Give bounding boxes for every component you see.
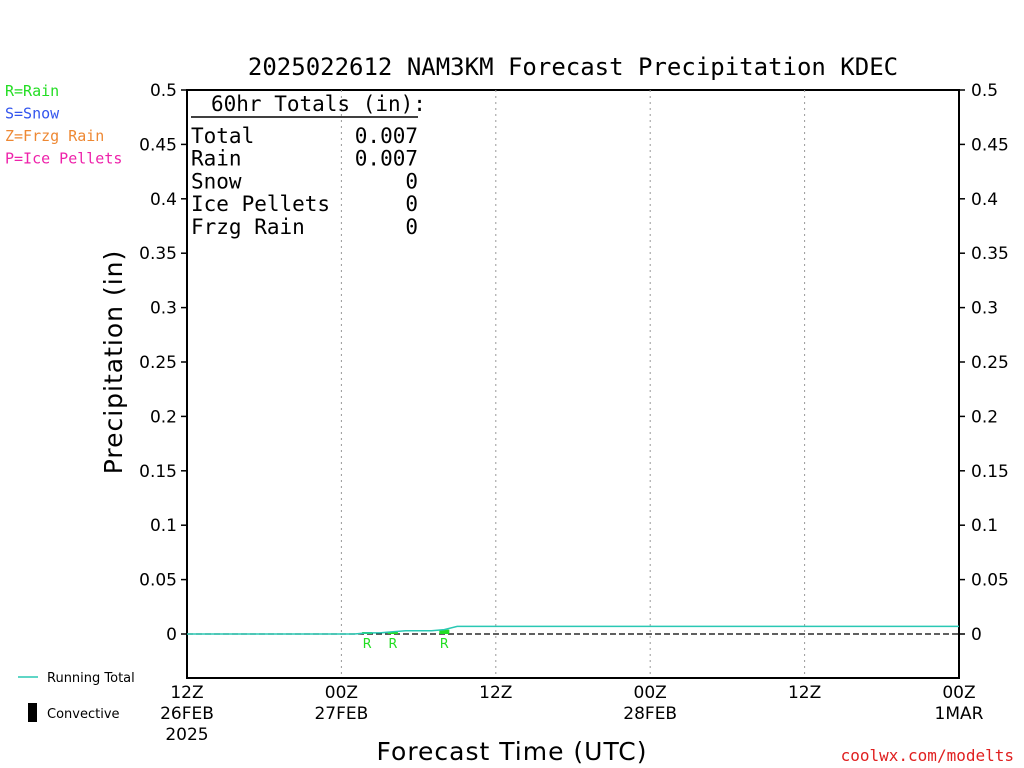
precip-bar <box>387 632 398 634</box>
totals-row-label: Frzg Rain <box>191 215 305 239</box>
y-tick-label-right: 0 <box>971 625 982 645</box>
totals-row-label: Total <box>191 124 254 148</box>
totals-box: 60hr Totals (in): Total 0.007 Rain 0.007 Sno… <box>191 92 426 239</box>
chart-title: 2025022612 NAM3KM Forecast Precipitation… <box>248 53 898 81</box>
totals-row-value: 0 <box>405 169 418 193</box>
x-tick-label-time: 12Z <box>788 683 821 703</box>
y-tick-label-right: 0.15 <box>971 462 1009 482</box>
totals-row-label: Snow <box>191 169 242 193</box>
totals-rows: Total 0.007 Rain 0.007 Snow 0 Ice Pellets 0 Frzg… <box>191 124 418 239</box>
y-tick-label-left: 0.45 <box>139 135 177 155</box>
y-tick-label-right: 0.4 <box>971 190 998 210</box>
ptype-legend-item: S=Snow <box>5 105 60 123</box>
y-tick-label-left: 0.5 <box>150 81 177 101</box>
y-tick-label-right: 0.05 <box>971 571 1009 591</box>
x-tick-label-year: 2025 <box>165 725 208 745</box>
precip-bar <box>439 629 450 634</box>
x-tick-label-date: 1MAR <box>935 704 984 724</box>
convective-legend-label: Convective <box>47 707 120 722</box>
y-tick-label-right: 0.25 <box>971 353 1009 373</box>
y-axis-title: Precipitation (in) <box>99 250 128 475</box>
plot-frame <box>186 89 960 679</box>
y-tick-label-left: 0.2 <box>150 407 177 427</box>
y-tick-label-left: 0.1 <box>150 516 177 536</box>
y-tick-label-left: 0.35 <box>139 244 177 264</box>
precip-type-label: R <box>363 637 372 652</box>
y-tick-label-right: 0.45 <box>971 135 1009 155</box>
series-lines <box>187 625 959 635</box>
y-tick-label-right: 0.5 <box>971 81 998 101</box>
precip-type-label: R <box>388 637 397 652</box>
totals-row-value: 0 <box>405 215 418 239</box>
credit-text: coolwx.com/modelts <box>841 746 1014 765</box>
x-tick-label-time: 12Z <box>170 683 203 703</box>
ptype-legend-item: R=Rain <box>5 82 59 100</box>
totals-row-value: 0 <box>405 192 418 216</box>
totals-row-label: Ice Pellets <box>191 192 330 216</box>
y-tick-label-left: 0.4 <box>150 190 177 210</box>
y-tick-label-right: 0.1 <box>971 516 998 536</box>
bottom-legend: Running Total Convective <box>18 671 135 722</box>
totals-header: 60hr Totals (in): <box>211 92 426 116</box>
x-tick-label-time: 00Z <box>325 683 358 703</box>
x-tick-label-time: 12Z <box>479 683 512 703</box>
x-axis-title: Forecast Time (UTC) <box>377 737 648 766</box>
x-tick-label-time: 00Z <box>634 683 667 703</box>
convective-legend-swatch <box>28 703 37 722</box>
ptype-legend-item: Z=Frzg Rain <box>5 127 104 145</box>
precip-type-label: R <box>440 637 449 652</box>
grid-lines <box>187 90 959 678</box>
running-total-legend-label: Running Total <box>47 671 135 686</box>
totals-row-value: 0.007 <box>355 124 418 148</box>
y-tick-label-right: 0.3 <box>971 299 998 319</box>
y-tick-label-right: 0.2 <box>971 407 998 427</box>
x-tick-label-date: 28FEB <box>623 704 677 724</box>
totals-row-label: Rain <box>191 147 242 171</box>
y-tick-label-left: 0.15 <box>139 462 177 482</box>
ptype-legend-item: P=Ice Pellets <box>5 150 122 168</box>
y-tick-label-left: 0.25 <box>139 353 177 373</box>
y-tick-label-left: 0.3 <box>150 299 177 319</box>
ptype-legend: R=Rain S=Snow Z=Frzg Rain P=Ice Pellets <box>5 82 122 168</box>
y-axis-ticks: 0 00.05 0.050.1 0.10.15 0.150.2 0.20.25 0.250.… <box>139 81 1009 645</box>
x-tick-label-date: 26FEB <box>160 704 214 724</box>
x-tick-label-date: 27FEB <box>314 704 368 724</box>
y-tick-label-left: 0 <box>166 625 177 645</box>
y-tick-label-right: 0.35 <box>971 244 1009 264</box>
running-total-line <box>187 625 959 635</box>
y-tick-label-left: 0.05 <box>139 571 177 591</box>
totals-row-value: 0.007 <box>355 147 418 171</box>
x-tick-label-time: 00Z <box>942 683 975 703</box>
